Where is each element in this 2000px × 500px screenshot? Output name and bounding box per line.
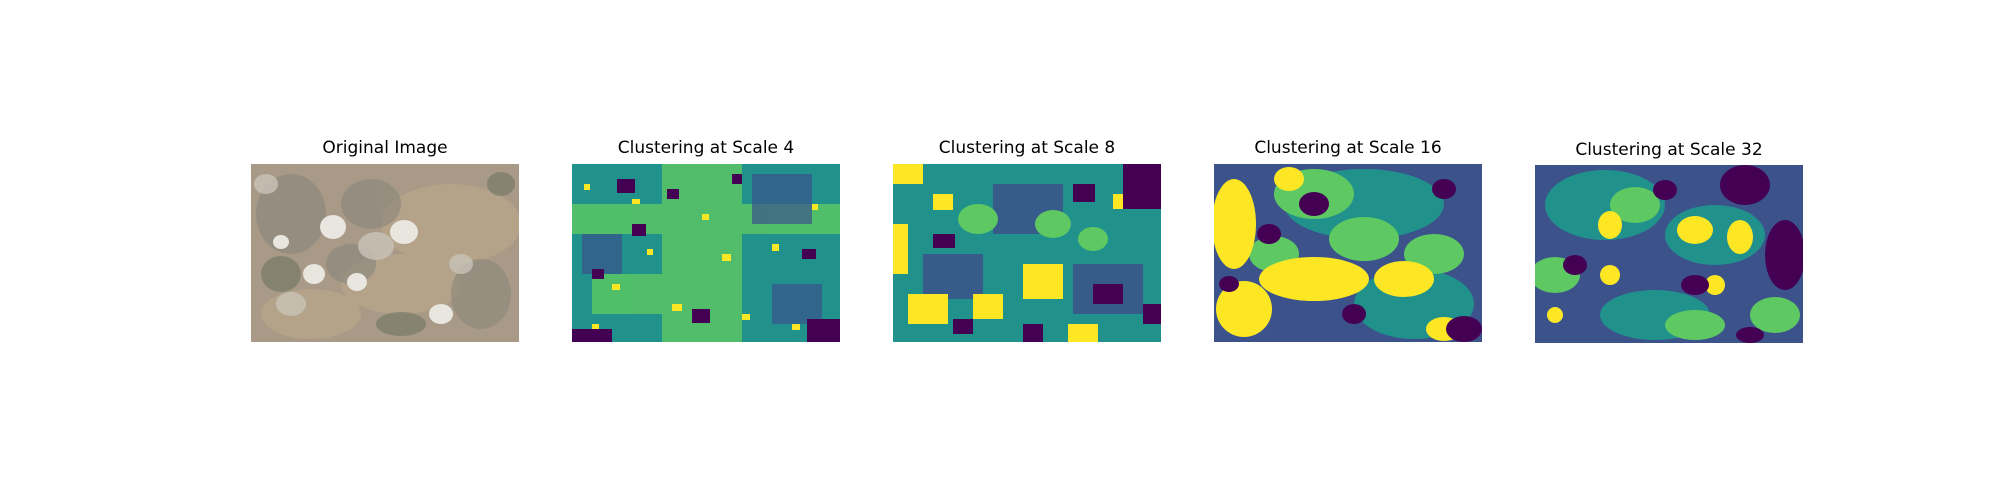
panel-scale-32: Clustering at Scale 32 bbox=[1535, 0, 1803, 500]
panel-title: Original Image bbox=[322, 138, 448, 158]
panel-title: Clustering at Scale 4 bbox=[617, 138, 795, 158]
original-image bbox=[251, 164, 519, 342]
panel-title: Clustering at Scale 8 bbox=[938, 138, 1116, 158]
panel-title: Clustering at Scale 16 bbox=[1254, 138, 1442, 158]
cluster-map-scale-4 bbox=[572, 164, 840, 342]
panel-scale-16: Clustering at Scale 16 bbox=[1214, 0, 1482, 500]
cluster-map-scale-16 bbox=[1214, 164, 1482, 342]
cluster-map-scale-8 bbox=[893, 164, 1161, 342]
panel-title: Clustering at Scale 32 bbox=[1575, 140, 1763, 160]
panel-original: Original Image bbox=[251, 0, 519, 500]
panel-scale-4: Clustering at Scale 4 bbox=[572, 0, 840, 500]
panel-scale-8: Clustering at Scale 8 bbox=[893, 0, 1161, 500]
cluster-map-scale-32 bbox=[1535, 165, 1803, 343]
